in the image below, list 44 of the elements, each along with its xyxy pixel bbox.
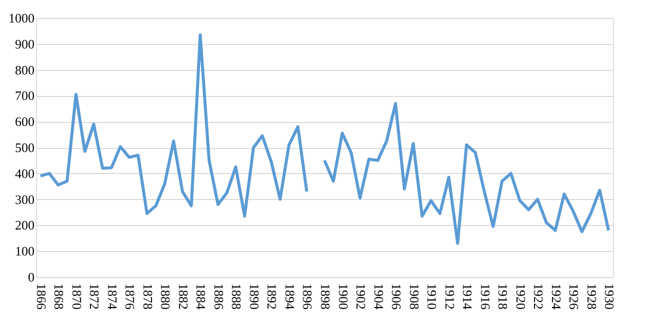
x-tick-label: 1922 [531,284,546,310]
x-tick-label: 1930 [602,284,618,310]
y-tick-label: 0 [28,270,34,284]
x-tick-label: 1880 [158,284,174,310]
x-tick-label: 1912 [442,284,458,310]
y-tick-label: 1000 [8,10,34,26]
x-tick-label: 1888 [229,284,244,310]
x-tick-label: 1886 [211,284,226,310]
x-tick-label: 1870 [69,284,84,310]
x-tick-label: 1910 [424,284,440,310]
y-tick-label: 300 [15,192,34,207]
x-tick-label: 1904 [371,284,386,310]
y-tick-label: 900 [15,36,34,52]
x-tick-label: 1908 [406,284,422,310]
x-tick-label: 1898 [318,284,333,310]
y-tick-label: 800 [15,62,34,78]
x-tick-label: 1926 [566,284,582,310]
x-tick-label: 1928 [584,284,600,310]
x-tick-label: 1868 [52,284,67,310]
x-tick-label: 1902 [354,284,369,310]
x-tick-label: 1894 [282,284,298,310]
x-tick-label: 1920 [513,284,528,310]
x-tick-label: 1896 [300,284,316,310]
x-tick-label: 1900 [336,284,351,310]
x-tick-label: 1878 [140,284,156,310]
y-tick-label: 700 [15,88,34,104]
x-tick-label: 1918 [496,284,511,310]
x-tick-label: 1906 [389,284,404,310]
x-tick-label: 1892 [264,284,280,310]
y-tick-label: 100 [15,244,34,259]
y-tick-label: 600 [15,114,34,130]
x-tick-label: 1882 [176,284,191,310]
x-tick-label: 1914 [460,284,476,310]
y-tick-label: 400 [15,166,34,181]
x-tick-label: 1866 [34,284,49,310]
x-tick-label: 1884 [194,284,209,310]
y-tick-label: 200 [15,218,34,233]
x-tick-label: 1924 [548,284,564,310]
x-tick-label: 1890 [246,284,262,310]
x-tick-label: 1872 [87,284,102,310]
x-tick-label: 1876 [122,284,138,310]
x-tick-label: 1874 [104,284,120,310]
x-tick-label: 1916 [478,284,493,310]
y-tick-label: 500 [15,140,34,155]
